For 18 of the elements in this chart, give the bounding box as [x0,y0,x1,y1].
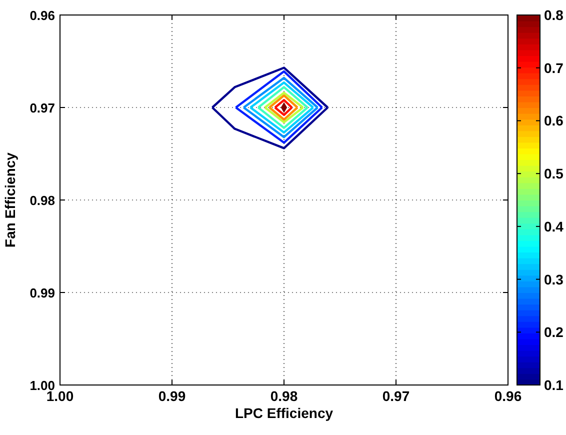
x-tick-label: 0.97 [382,388,410,404]
color-bar-label: 0.3 [544,271,564,288]
x-axis-title: LPC Efficiency [234,405,334,421]
y-axis-title: Fan Efficiency [2,152,18,248]
color-bar-label: 0.1 [544,377,564,393]
color-bar-label: 0.5 [544,166,564,182]
y-tick-label: 0.99 [30,286,55,300]
x-tick-label: 0.99 [158,388,186,404]
y-tick-label: 0.98 [30,193,55,208]
color-bar-label: 0.6 [544,112,564,129]
y-tick-label: 0.96 [30,8,55,23]
color-bar-label: 0.2 [544,324,564,340]
color-bar-label: 0.7 [544,60,564,76]
x-tick-label: 0.98 [270,388,298,404]
color-bar-label: 0.4 [544,218,564,234]
x-tick-label: 0.96 [494,388,522,404]
y-tick-label: 0.97 [30,100,55,116]
color-bar-label: 0.8 [544,7,564,23]
